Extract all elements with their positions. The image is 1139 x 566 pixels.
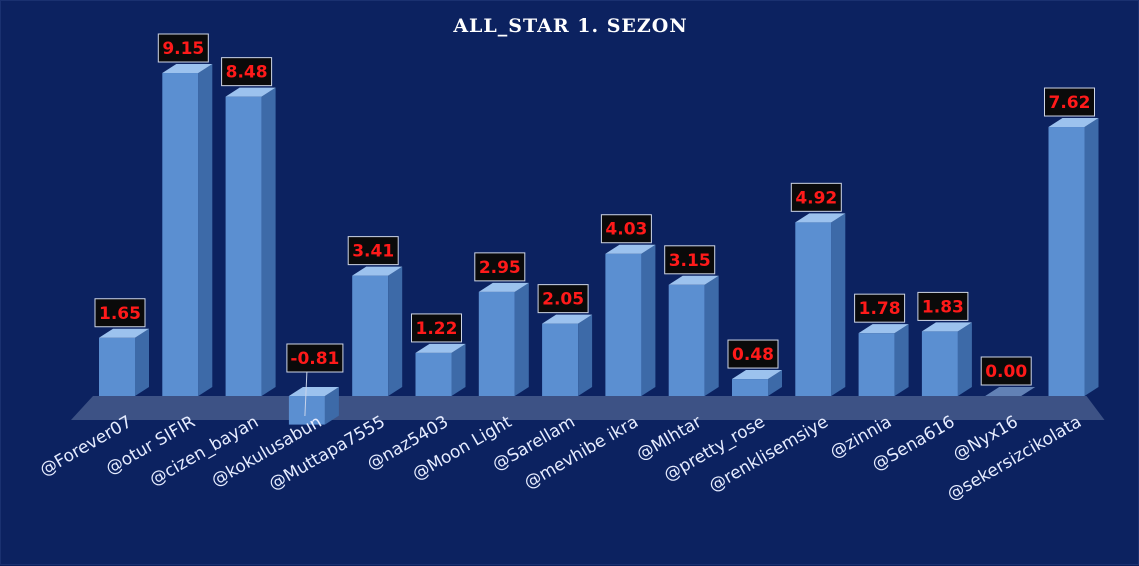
leader-line-4: [304, 371, 308, 417]
data-label-box-7: [474, 252, 526, 282]
bar-9: [605, 244, 656, 396]
data-label-box-2: [157, 33, 209, 63]
data-label-14: 1.83: [922, 297, 964, 317]
data-label-box-15: [980, 356, 1032, 386]
data-label-5: 3.41: [352, 242, 394, 262]
data-label-8: 2.05: [542, 290, 584, 310]
data-label-box-16: [1044, 87, 1095, 117]
data-label-3: 8.48: [226, 63, 268, 83]
data-label-10: 3.15: [669, 251, 711, 271]
data-label-box-12: [790, 182, 842, 212]
bar-13: [858, 324, 909, 396]
bar-7: [478, 282, 529, 396]
bar-8: [542, 314, 593, 396]
data-label-box-13: [854, 293, 906, 323]
category-label-3: @cizen_bayan: [146, 412, 262, 490]
data-label-box-6: [411, 313, 462, 343]
bar-11: [732, 370, 782, 396]
data-label-13: 1.78: [859, 299, 901, 319]
bar-16: [1048, 118, 1099, 396]
data-label-12: 4.92: [795, 188, 837, 208]
data-label-7: 2.95: [479, 258, 521, 278]
data-label-box-8: [537, 284, 589, 314]
bar-15: [985, 387, 1036, 396]
data-label-2: 9.15: [162, 39, 204, 59]
data-label-box-5: [347, 236, 399, 266]
chart-title: ALL_STAR 1. SEZON: [453, 15, 688, 37]
category-label-9: @mevhibe ikra: [521, 412, 642, 493]
data-label-box-14: [917, 291, 969, 321]
data-label-16: 7.62: [1049, 93, 1091, 113]
data-label-9: 4.03: [605, 220, 647, 240]
bar-4: [288, 387, 339, 425]
bar-6: [415, 343, 466, 396]
data-label-box-3: [221, 57, 273, 87]
bar-3: [225, 87, 276, 396]
data-label-box-10: [664, 245, 716, 275]
bar-1: [99, 328, 149, 396]
data-label-1: 1.65: [99, 304, 141, 324]
bar-14: [921, 322, 972, 396]
data-label-box-11: [727, 339, 779, 369]
bar-5: [352, 266, 403, 396]
bar-2: [162, 64, 213, 396]
bar-10: [668, 275, 719, 396]
data-label-15: 0.00: [985, 362, 1027, 382]
data-label-6: 1.22: [416, 319, 458, 339]
data-label-box-4: [286, 343, 344, 373]
data-label-4: -0.81: [290, 349, 339, 369]
data-label-box-1: [94, 298, 146, 328]
data-label-box-9: [600, 214, 652, 244]
data-label-11: 0.48: [732, 345, 774, 365]
bar-12: [795, 213, 846, 396]
